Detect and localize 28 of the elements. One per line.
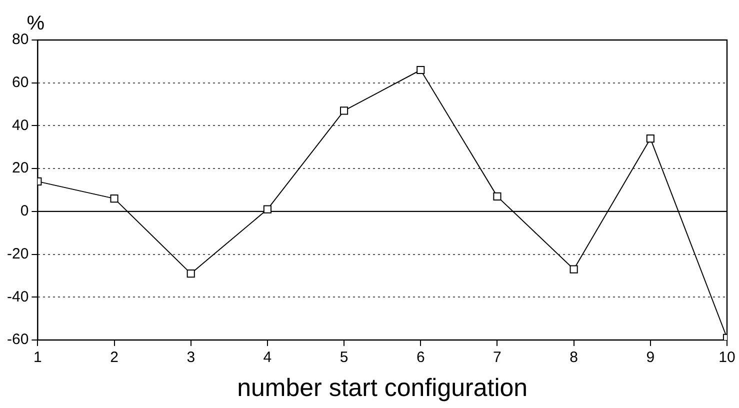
x-tick-label: 1 (34, 349, 42, 366)
point (646, 134, 654, 143)
x-tick-label: 6 (416, 349, 425, 366)
y-tick-label: 80 (12, 31, 29, 48)
x-tick-label: 4 (263, 349, 272, 366)
x-tick-label: 8 (570, 349, 578, 366)
y-tick-label: 0 (20, 202, 29, 220)
y-tick-label: 60 (12, 74, 29, 91)
x-tick-label: 9 (646, 349, 655, 366)
point (263, 205, 272, 214)
x-tick-label: 10 (718, 349, 736, 366)
point (340, 106, 348, 115)
point (493, 192, 502, 200)
point (416, 66, 425, 74)
point (570, 265, 578, 274)
y-tick-label: 20 (12, 160, 29, 177)
y-tick-label: -60 (6, 331, 29, 348)
y-tick-label: -20 (6, 245, 29, 262)
x-tick-label: 2 (110, 349, 118, 366)
x-tick-label: 7 (493, 349, 502, 366)
x-tick-label: 5 (340, 349, 348, 366)
y-tick-label: -40 (6, 288, 29, 306)
y-tick-label: 40 (12, 116, 29, 134)
point (186, 270, 195, 278)
point (110, 194, 118, 203)
x-axis-title: number start configuration (237, 374, 528, 402)
y-axis-title: % (26, 12, 45, 35)
x-tick-label: 3 (186, 349, 196, 366)
